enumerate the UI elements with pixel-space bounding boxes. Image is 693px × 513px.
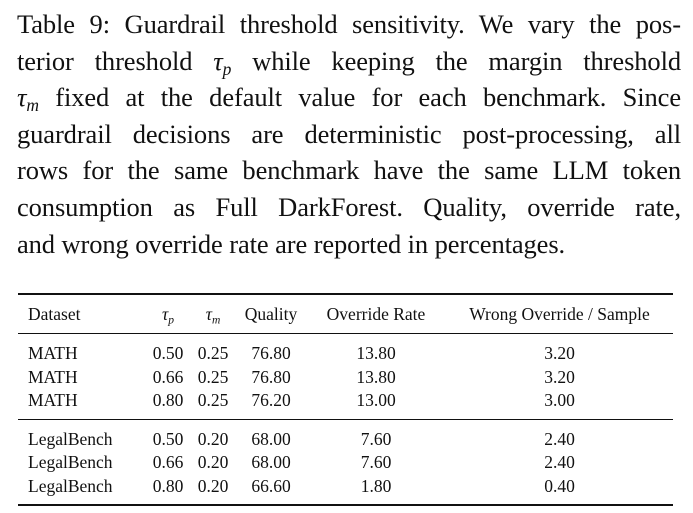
header-tau-p: τp — [146, 293, 190, 334]
cell-tau-p: 0.66 — [152, 452, 184, 473]
table-row: LegalBench 0.50 0.20 68.00 7.60 2.40 — [18, 418, 673, 451]
cell-override-rate: 7.60 — [306, 418, 446, 451]
cell-wrong-override: 3.00 — [544, 390, 575, 411]
cell-dataset: LegalBench — [18, 474, 146, 506]
cell-tau-p: 0.66 — [152, 366, 184, 387]
cell-override-rate: 13.80 — [356, 366, 396, 387]
cell-dataset: MATH — [28, 366, 78, 387]
caption-text: terior threshold — [17, 45, 193, 76]
header-row: Dataset τp τm Quality Override Rate Wron… — [18, 293, 673, 334]
cell-tau-m: 0.25 — [197, 366, 229, 387]
results-table: Dataset τp τm Quality Override Rate Wron… — [18, 293, 673, 506]
tau-p-subscript: p — [168, 313, 175, 326]
tau-p-subscript: p — [222, 58, 232, 79]
cell-dataset: LegalBench — [28, 452, 113, 473]
cell-override-rate: 7.60 — [360, 452, 392, 473]
table-row: MATH 0.66 0.25 76.80 13.80 3.20 — [18, 366, 673, 390]
caption-text: fixed at the default value for each benc… — [55, 82, 681, 113]
cell-quality: 76.80 — [251, 366, 291, 387]
caption-line-2: terior threshold τp while keeping the ma… — [17, 43, 681, 80]
cell-tau-p: 0.80 — [146, 474, 190, 506]
tau-m-symbol: τm — [205, 303, 221, 326]
caption-line-7: and wrong override rate are reported in … — [17, 228, 566, 259]
tau-letter: τ — [161, 303, 169, 324]
cell-tau-m: 0.20 — [190, 418, 236, 451]
cell-tau-p: 0.80 — [152, 390, 184, 411]
caption-line-6: consumption as Full DarkForest. Quality,… — [17, 191, 681, 222]
cell-wrong-override: 2.40 — [544, 452, 575, 473]
cell-override-rate: 13.80 — [356, 343, 396, 364]
tau-p-symbol: τp — [161, 303, 175, 326]
cell-quality: 68.00 — [236, 418, 306, 451]
cell-override-rate: 13.00 — [356, 390, 396, 411]
tau-m-subscript: m — [211, 313, 221, 326]
cell-dataset: MATH — [28, 343, 78, 364]
cell-tau-m: 0.25 — [197, 390, 229, 411]
table-caption: Table 9: Guardrail threshold sensitivity… — [17, 6, 681, 262]
cell-wrong-override: 3.20 — [544, 343, 575, 364]
cell-tau-p: 0.50 — [152, 343, 184, 364]
cell-quality: 76.20 — [251, 390, 291, 411]
caption-line-1: Table 9: Guardrail threshold sensitivity… — [17, 9, 681, 39]
caption-line-3: τm fixed at the default value for each b… — [17, 79, 681, 116]
cell-wrong-override: 0.40 — [446, 474, 673, 506]
cell-tau-m: 0.25 — [197, 343, 229, 364]
table-header: Dataset τp τm Quality Override Rate Wron… — [18, 293, 673, 334]
tau-p-symbol: τp — [213, 45, 232, 79]
cell-dataset: LegalBench — [18, 418, 146, 451]
header-tau-m: τm — [190, 293, 236, 334]
cell-wrong-override: 3.20 — [544, 366, 575, 387]
cell-wrong-override: 2.40 — [446, 418, 673, 451]
header-dataset: Dataset — [18, 293, 146, 334]
cell-override-rate: 1.80 — [306, 474, 446, 506]
table-row: LegalBench 0.66 0.20 68.00 7.60 2.40 — [18, 451, 673, 475]
table-row: MATH 0.50 0.25 76.80 13.80 3.20 — [18, 334, 673, 366]
tau-letter: τ — [17, 82, 27, 113]
header-quality: Quality — [236, 293, 306, 334]
cell-quality: 76.80 — [251, 343, 291, 364]
cell-dataset: MATH — [28, 390, 78, 411]
tau-letter: τ — [205, 303, 212, 324]
tau-m-subscript: m — [26, 95, 39, 116]
cell-tau-m: 0.20 — [190, 474, 236, 506]
caption-line-4: guardrail decisions are deterministic po… — [17, 118, 681, 149]
cell-tau-m: 0.20 — [197, 452, 229, 473]
header-override-rate: Override Rate — [306, 293, 446, 334]
table-row: LegalBench 0.80 0.20 66.60 1.80 0.40 — [18, 474, 673, 506]
table-group-math: MATH 0.50 0.25 76.80 13.80 3.20 MATH 0.6… — [18, 334, 673, 420]
cell-quality: 68.00 — [251, 452, 291, 473]
table-group-legalbench: LegalBench 0.50 0.20 68.00 7.60 2.40 Leg… — [18, 418, 673, 506]
cell-tau-p: 0.50 — [146, 418, 190, 451]
table-row: MATH 0.80 0.25 76.20 13.00 3.00 — [18, 389, 673, 419]
header-wrong-override: Wrong Override / Sample — [446, 293, 673, 334]
tau-letter: τ — [213, 45, 223, 76]
caption-text: while keeping the margin threshold — [252, 45, 681, 76]
caption-line-5: rows for the same benchmark have the sam… — [17, 155, 681, 186]
cell-quality: 66.60 — [236, 474, 306, 506]
tau-m-symbol: τm — [17, 82, 39, 116]
